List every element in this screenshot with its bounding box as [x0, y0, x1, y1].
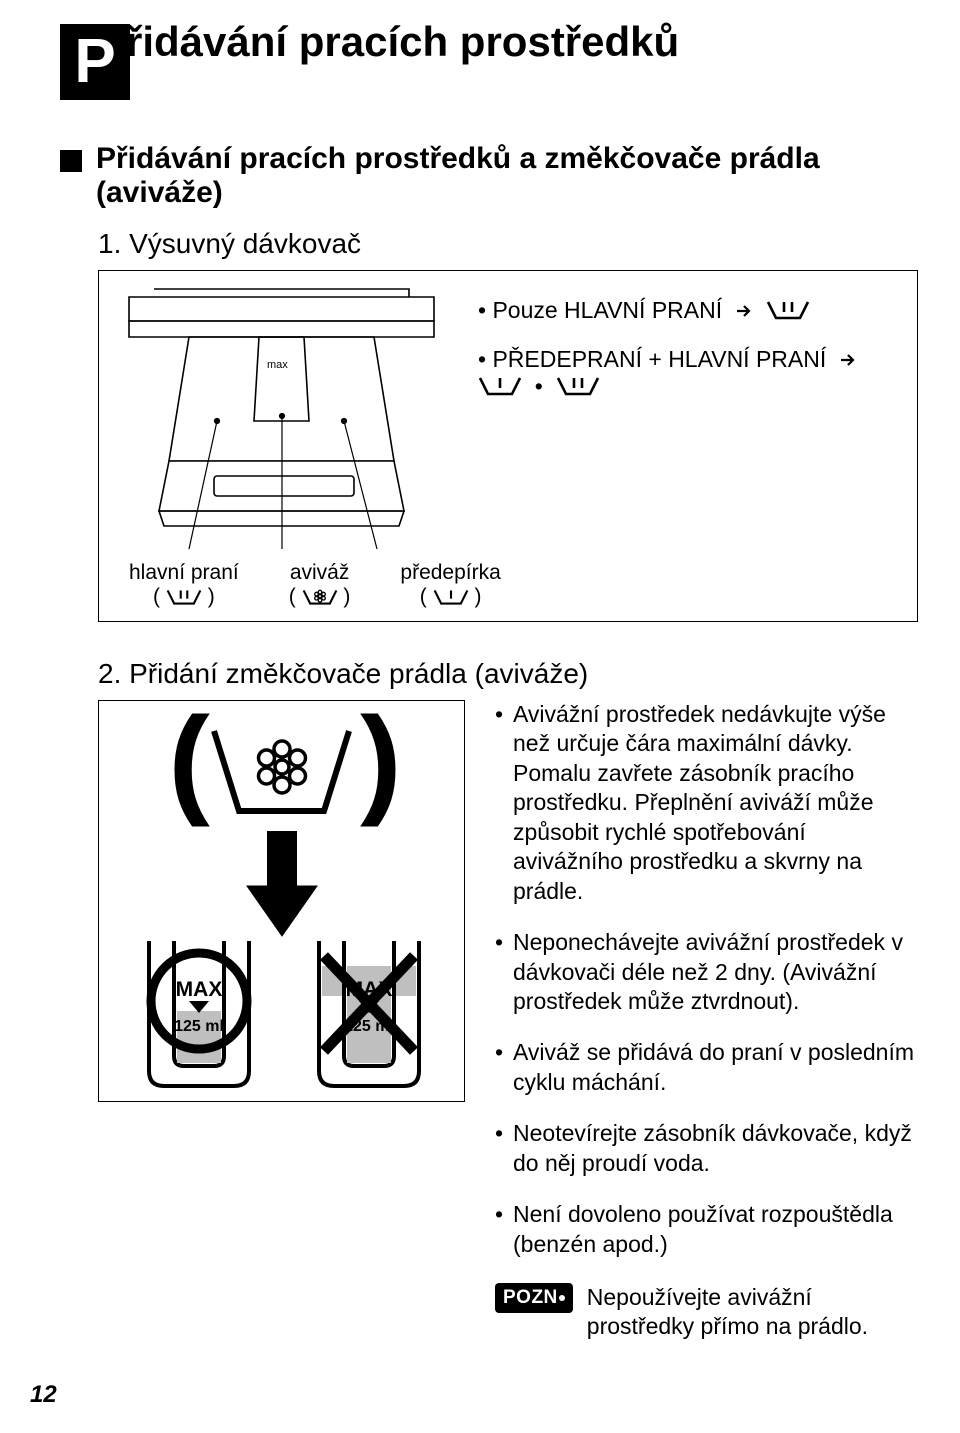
square-bullet-icon	[60, 150, 82, 172]
page-number: 12	[30, 1381, 57, 1409]
bullet-item: Není dovoleno používat rozpouštědla (ben…	[495, 1200, 918, 1259]
note-row: POZN Nepoužívejte avivážní prostředky př…	[495, 1283, 918, 1342]
dispenser-drawer-icon	[99, 271, 464, 561]
tub-I-icon	[478, 374, 522, 398]
tub-II-icon	[166, 587, 202, 607]
bullet-item: Aviváž se přidává do praní v posledním c…	[495, 1038, 918, 1097]
note-text: Nepoužívejte avivážní prostředky přímo n…	[587, 1283, 918, 1342]
arrow-right-icon	[735, 302, 753, 320]
softener-fill-icon: ( )	[99, 701, 464, 1101]
option-line-1: • Pouze HLAVNÍ PRANÍ	[478, 297, 899, 324]
figure-1: max • Pouze HLAVNÍ PRANÍ • PŘEDEPRANÍ + …	[98, 270, 918, 622]
comp-softener: aviváž ( )	[289, 561, 351, 609]
info-column: Avivážní prostředek nedávkujte výše než …	[465, 700, 918, 1342]
comp1-label: hlavní praní	[129, 561, 239, 585]
bullet-item: Neotevírejte zásobník dávkovače, když do…	[495, 1119, 918, 1178]
section-heading: Přidávání pracích prostředků a změkčovač…	[60, 142, 900, 210]
subheading-2: 2. Přidání změkčovače prádla (aviváže)	[98, 658, 900, 690]
compartment-labels-row: hlavní praní ( ) aviváž ( ) předepírka (…	[99, 561, 917, 621]
arrow-right-icon	[839, 351, 857, 369]
svg-text:(: (	[169, 701, 209, 827]
subheading-1: 1. Výsuvný dávkovač	[98, 228, 900, 260]
tub-II-icon	[556, 374, 600, 398]
opt1-label: Pouze HLAVNÍ PRANÍ	[492, 297, 722, 323]
comp3-label: předepírka	[400, 561, 500, 585]
comp2-label: aviváž	[289, 561, 351, 585]
tub-II-icon	[766, 298, 810, 322]
title-text: řidávání pracích prostředků	[126, 18, 679, 66]
figure-2: ( )	[98, 700, 465, 1102]
tub-I-icon	[433, 587, 469, 607]
bullet-item: Avivážní prostředek nedávkujte výše než …	[495, 700, 918, 906]
opt2-label: PŘEDEPRANÍ + HLAVNÍ PRANÍ	[492, 346, 826, 372]
svg-text:): )	[361, 701, 401, 827]
drawer-max-label: max	[267, 359, 288, 371]
comp-prewash: předepírka ( )	[400, 561, 500, 609]
tub-flower-icon	[302, 587, 338, 607]
comp-main-wash: hlavní praní ( )	[129, 561, 239, 609]
note-badge: POZN	[495, 1283, 573, 1313]
figure-1-drawing: max	[99, 271, 464, 561]
title-badge: P	[60, 24, 130, 100]
cup-max: MAX	[176, 978, 223, 1001]
bullet-item: Neponechávejte avivážní prostředek v dáv…	[495, 928, 918, 1016]
svg-text:125 ml: 125 ml	[174, 1018, 224, 1035]
section-heading-text: Přidávání pracích prostředků a změkčovač…	[96, 142, 900, 210]
page-title: P řidávání pracích prostředků	[60, 24, 900, 100]
option-line-2: • PŘEDEPRANÍ + HLAVNÍ PRANÍ •	[478, 346, 899, 400]
